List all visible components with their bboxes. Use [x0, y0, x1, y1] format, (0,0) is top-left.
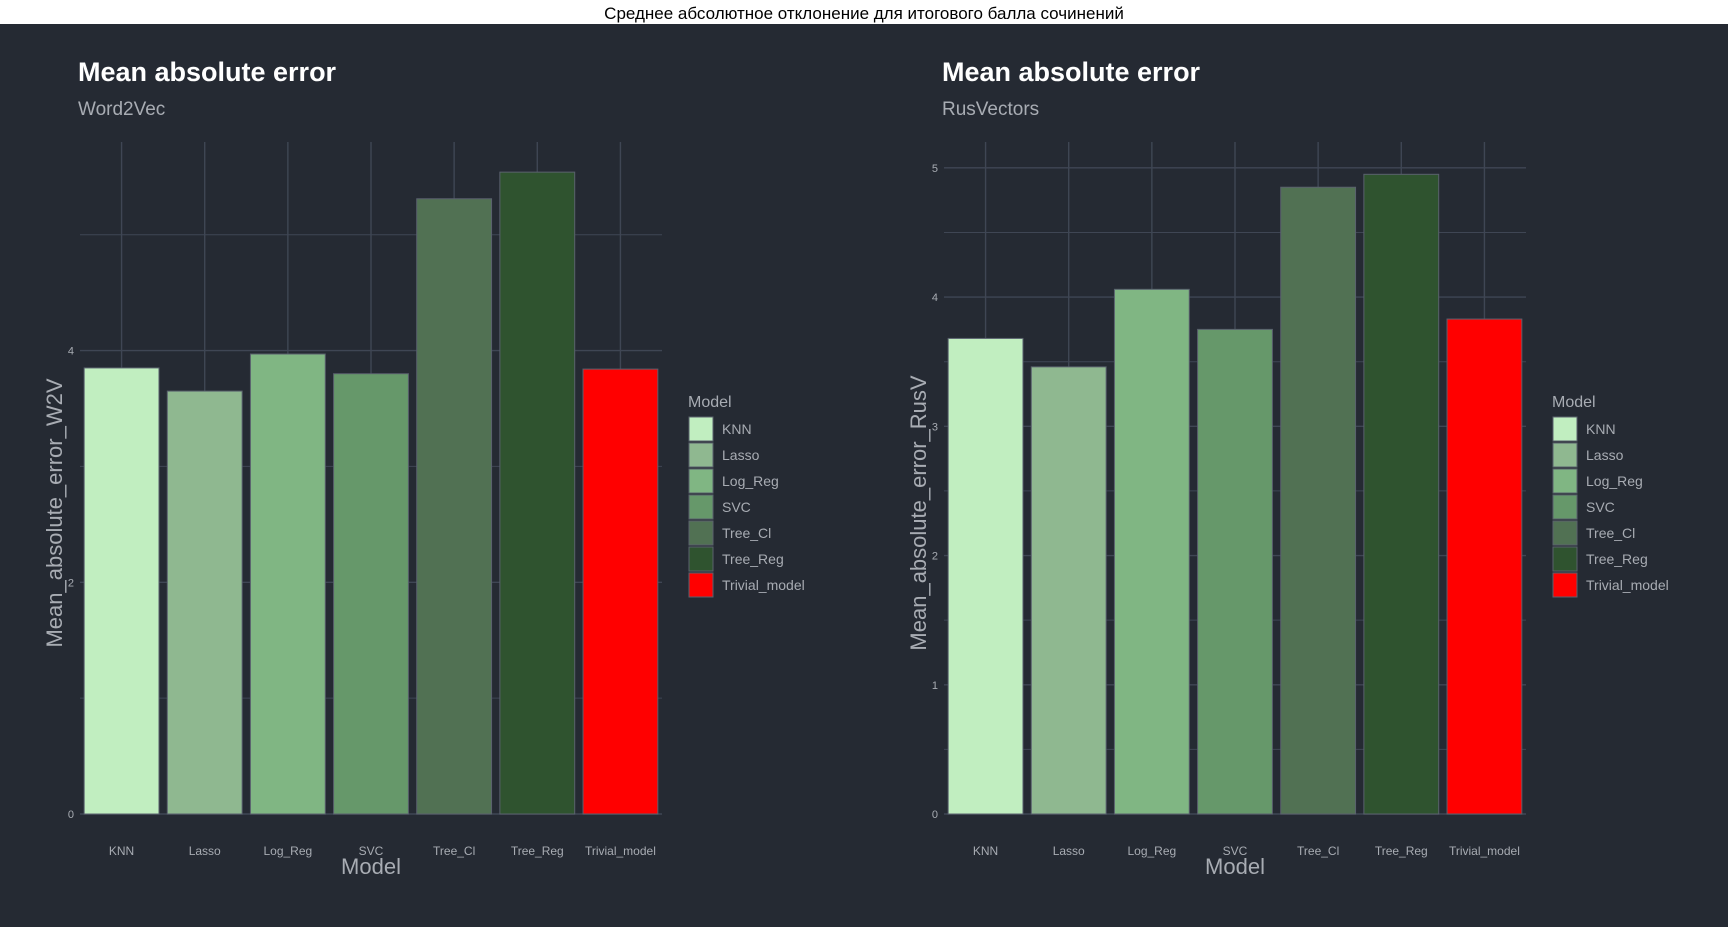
legend-swatch: [1552, 572, 1578, 598]
chart-panel-1: Mean absolute error Word2Vec 0 2 4 KNN Lasso Lo…: [42, 57, 805, 879]
legend-label: Trivial_model: [1586, 577, 1669, 593]
bar-tree-reg: [499, 171, 576, 815]
y-tick-label: 5: [932, 163, 938, 175]
y-tick-label: 0: [68, 809, 74, 821]
legend-item: Tree_Cl: [1552, 520, 1635, 546]
x-tick-label: KNN: [109, 844, 134, 858]
legend-item: Trivial_model: [1552, 572, 1669, 598]
bar-lasso: [1030, 366, 1107, 815]
x-tick-label: Tree_Reg: [1375, 844, 1428, 858]
legend-swatch: [1552, 494, 1578, 520]
legend-label: Trivial_model: [722, 577, 805, 593]
legend-item: Log_Reg: [1552, 468, 1643, 494]
chart-title: Mean absolute error: [78, 57, 337, 87]
legend-swatch: [688, 442, 714, 468]
legend-swatch: [688, 520, 714, 546]
legend-label: Tree_Reg: [722, 551, 784, 567]
legend-swatch: [1552, 468, 1578, 494]
legend-title: Model: [1552, 394, 1596, 411]
legend-label: SVC: [722, 499, 751, 515]
y-tick-label: 2: [932, 551, 938, 563]
legend-item: Tree_Reg: [1552, 546, 1648, 572]
legend-item: Lasso: [688, 442, 760, 468]
x-tick-label: Trivial_model: [1449, 844, 1520, 858]
x-tick-label: Tree_Cl: [433, 844, 475, 858]
legend-label: KNN: [722, 421, 752, 437]
legend-swatch: [688, 572, 714, 598]
legend-swatch: [1552, 520, 1578, 546]
legend: Model KNN Lasso Log_Reg SVC Tree_Cl Tree_Reg Tr…: [688, 394, 805, 598]
x-tick-label: SVC: [359, 844, 384, 858]
legend-item: KNN: [1552, 416, 1616, 442]
x-axis-label: Model: [1205, 854, 1265, 879]
legend-item: SVC: [688, 494, 751, 520]
legend-swatch: [688, 494, 714, 520]
legend-label: Log_Reg: [722, 473, 779, 489]
chart-subtitle: RusVectors: [942, 99, 1039, 120]
chart-title: Mean absolute error: [942, 57, 1201, 87]
legend-label: Log_Reg: [1586, 473, 1643, 489]
charts-canvas: Mean absolute error Word2Vec 0 2 4 KNN Lasso Lo…: [42, 57, 1669, 879]
y-axis-label: Mean_absolute_error_W2V: [42, 378, 67, 647]
bar-lasso: [166, 390, 243, 815]
bar-tree-cl: [1280, 186, 1357, 815]
legend-swatch: [688, 546, 714, 572]
x-tick-label: SVC: [1223, 844, 1248, 858]
chart-panel-2: Mean absolute error RusVectors 0 1 2 3 4 5 KNN La…: [906, 57, 1669, 879]
x-tick-label: Trivial_model: [585, 844, 656, 858]
x-tick-label: Log_Reg: [263, 844, 312, 858]
legend-label: Tree_Cl: [722, 525, 771, 541]
legend-swatch: [688, 416, 714, 442]
legend-label: Tree_Cl: [1586, 525, 1635, 541]
x-tick-label: Lasso: [189, 844, 221, 858]
page-title: Среднее абсолютное отклонение для итогов…: [0, 0, 1728, 24]
legend: Model KNN Lasso Log_Reg SVC Tree_Cl Tree_Reg Tr…: [1552, 394, 1669, 598]
bar-trivial-model: [582, 368, 659, 815]
legend-item: Log_Reg: [688, 468, 779, 494]
legend-item: Tree_Reg: [688, 546, 784, 572]
bar-knn: [947, 337, 1024, 815]
bar-log-reg: [249, 353, 326, 815]
legend-swatch: [1552, 546, 1578, 572]
y-tick-label: 4: [932, 292, 938, 304]
legend-label: KNN: [1586, 421, 1616, 437]
legend-swatch: [1552, 416, 1578, 442]
y-tick-label: 0: [932, 809, 938, 821]
legend-item: Tree_Cl: [688, 520, 771, 546]
x-tick-label: Log_Reg: [1127, 844, 1176, 858]
legend-label: SVC: [1586, 499, 1615, 515]
bar-tree-cl: [416, 198, 493, 815]
legend-item: Lasso: [1552, 442, 1624, 468]
bar-svc: [1197, 328, 1273, 815]
bar-svc: [333, 373, 409, 815]
chart-subtitle: Word2Vec: [78, 99, 165, 120]
x-tick-label: Lasso: [1053, 844, 1085, 858]
legend-swatch: [688, 468, 714, 494]
y-tick-label: 1: [932, 680, 938, 692]
y-axis-label: Mean_absolute_error_RusV: [906, 375, 931, 650]
legend-item: SVC: [1552, 494, 1615, 520]
x-tick-label: Tree_Cl: [1297, 844, 1339, 858]
bar-tree-reg: [1363, 173, 1440, 815]
y-tick-label: 3: [932, 421, 938, 433]
legend-label: Lasso: [722, 447, 760, 463]
legend-swatch: [1552, 442, 1578, 468]
y-tick-label: 2: [68, 577, 74, 589]
legend-label: Lasso: [1586, 447, 1624, 463]
bar-log-reg: [1113, 288, 1190, 815]
legend-title: Model: [688, 394, 732, 411]
x-tick-label: Tree_Reg: [511, 844, 564, 858]
x-axis-label: Model: [341, 854, 401, 879]
x-tick-label: KNN: [973, 844, 998, 858]
chart-area: Mean absolute error Word2Vec 0 2 4 KNN Lasso Lo…: [0, 24, 1728, 927]
y-tick-label: 4: [68, 346, 74, 358]
legend-item: KNN: [688, 416, 752, 442]
bar-trivial-model: [1446, 318, 1523, 815]
bar-knn: [83, 367, 160, 815]
legend-item: Trivial_model: [688, 572, 805, 598]
legend-label: Tree_Reg: [1586, 551, 1648, 567]
